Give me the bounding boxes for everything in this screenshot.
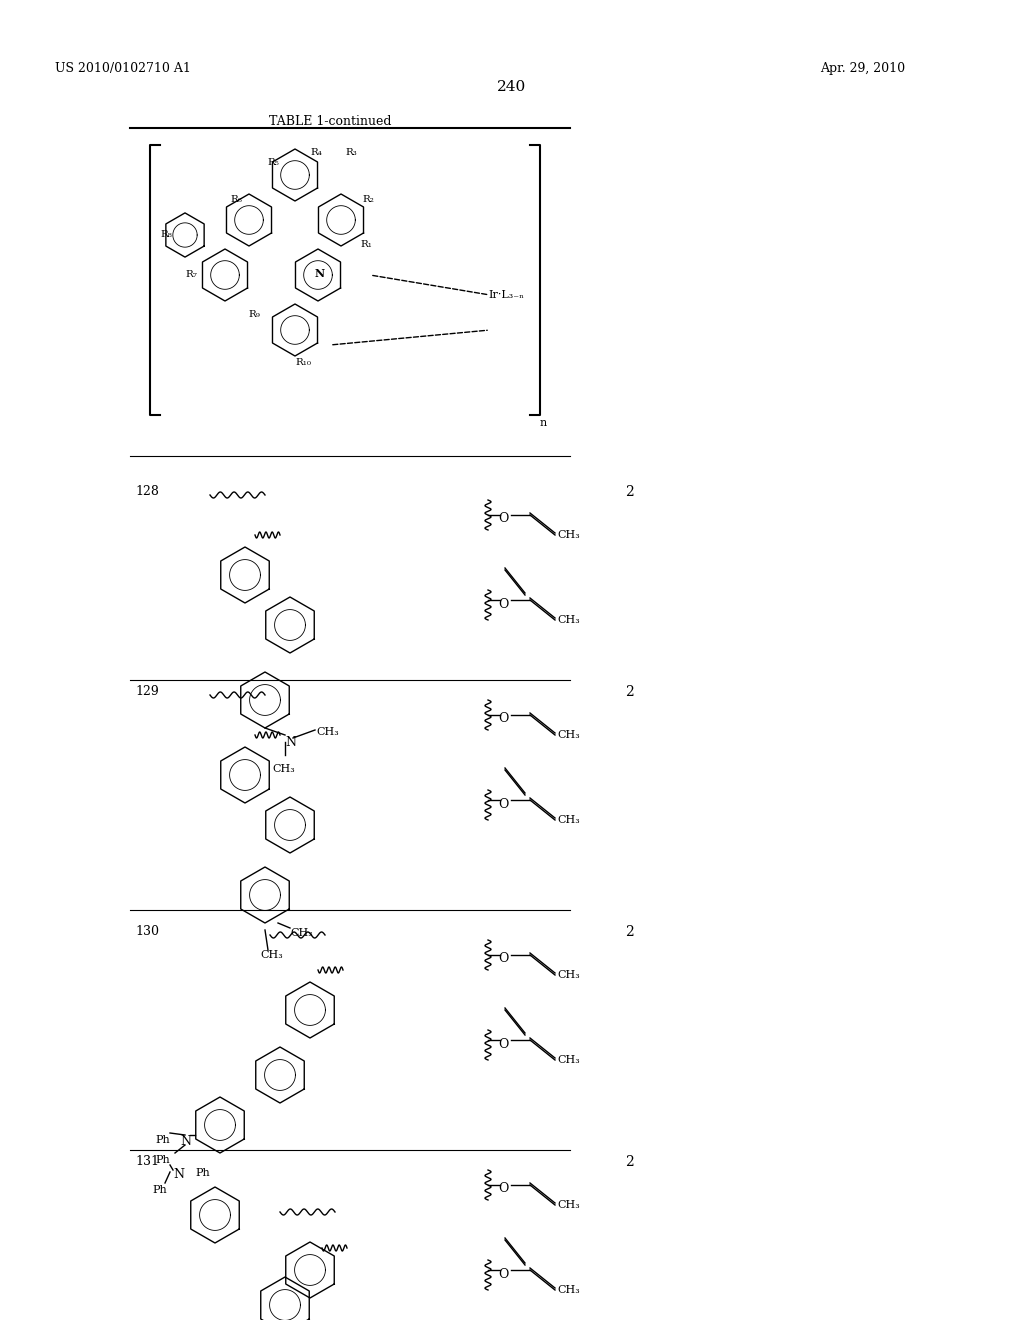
Text: R₃: R₃ [345,148,356,157]
Text: O: O [498,512,508,525]
Text: O: O [498,1269,508,1280]
Text: R₂: R₂ [362,195,374,205]
Text: O: O [498,799,508,810]
Text: Apr. 29, 2010: Apr. 29, 2010 [820,62,905,75]
Text: CH₃: CH₃ [290,928,312,939]
Text: 2: 2 [625,1155,634,1170]
Text: 129: 129 [135,685,159,698]
Text: CH₃: CH₃ [260,950,283,960]
Text: R₉: R₉ [248,310,260,319]
Text: 240: 240 [498,81,526,94]
Text: 2: 2 [625,685,634,700]
Text: 131: 131 [135,1155,159,1168]
Text: Ph: Ph [155,1155,170,1166]
Text: R₇: R₇ [185,271,197,279]
Text: CH₃: CH₃ [272,764,295,774]
Text: 2: 2 [625,484,634,499]
Text: N: N [180,1135,191,1148]
Text: 128: 128 [135,484,159,498]
Text: US 2010/0102710 A1: US 2010/0102710 A1 [55,62,190,75]
Text: Ph: Ph [152,1185,167,1195]
Text: 130: 130 [135,925,159,939]
Text: O: O [498,952,508,965]
Text: N: N [173,1168,184,1181]
Text: O: O [498,598,508,611]
Text: CH₃: CH₃ [557,970,580,979]
Text: R₅: R₅ [267,158,279,168]
Text: R₄: R₄ [310,148,322,157]
Text: CH₃: CH₃ [557,814,580,825]
Text: Ph: Ph [195,1168,210,1177]
Text: N: N [285,737,296,748]
Text: CH₃: CH₃ [316,727,339,737]
Text: R₁: R₁ [360,240,372,249]
Text: CH₃: CH₃ [557,1200,580,1210]
Text: O: O [498,711,508,725]
Text: O: O [498,1038,508,1051]
Text: CH₃: CH₃ [557,531,580,540]
Text: CH₃: CH₃ [557,730,580,741]
Text: CH₃: CH₃ [557,1055,580,1065]
Text: R₆: R₆ [230,195,242,205]
Text: CH₃: CH₃ [557,615,580,624]
Text: Ir·L₃₋ₙ: Ir·L₃₋ₙ [488,290,524,300]
Text: R₁₀: R₁₀ [295,358,311,367]
Text: CH₃: CH₃ [557,1284,580,1295]
Text: 2: 2 [625,925,634,939]
Text: O: O [498,1181,508,1195]
Text: N: N [315,268,326,279]
Text: Ph: Ph [155,1135,170,1144]
Text: n: n [540,418,547,428]
Text: TABLE 1-continued: TABLE 1-continued [268,115,391,128]
Text: R₈: R₈ [160,230,172,239]
